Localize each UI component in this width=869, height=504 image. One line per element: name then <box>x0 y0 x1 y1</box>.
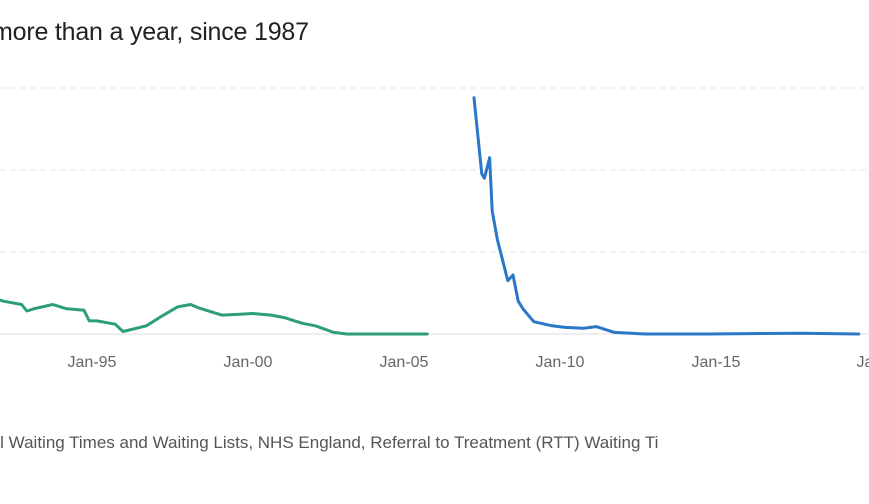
x-tick-label: Jan-05 <box>380 354 429 371</box>
series-line-2 <box>472 96 861 336</box>
x-tick-label: Jan-10 <box>536 354 585 371</box>
x-tick-label: Jan- <box>856 354 869 371</box>
chart-title: more than a year, since 1987 <box>0 18 309 46</box>
x-tick-label: Jan-95 <box>68 354 117 371</box>
series-line-1 <box>0 298 429 336</box>
x-tick-label: Jan-15 <box>692 354 741 371</box>
x-tick-label: Jan-00 <box>224 354 273 371</box>
source-note: tal Waiting Times and Waiting Lists, NHS… <box>0 433 659 452</box>
